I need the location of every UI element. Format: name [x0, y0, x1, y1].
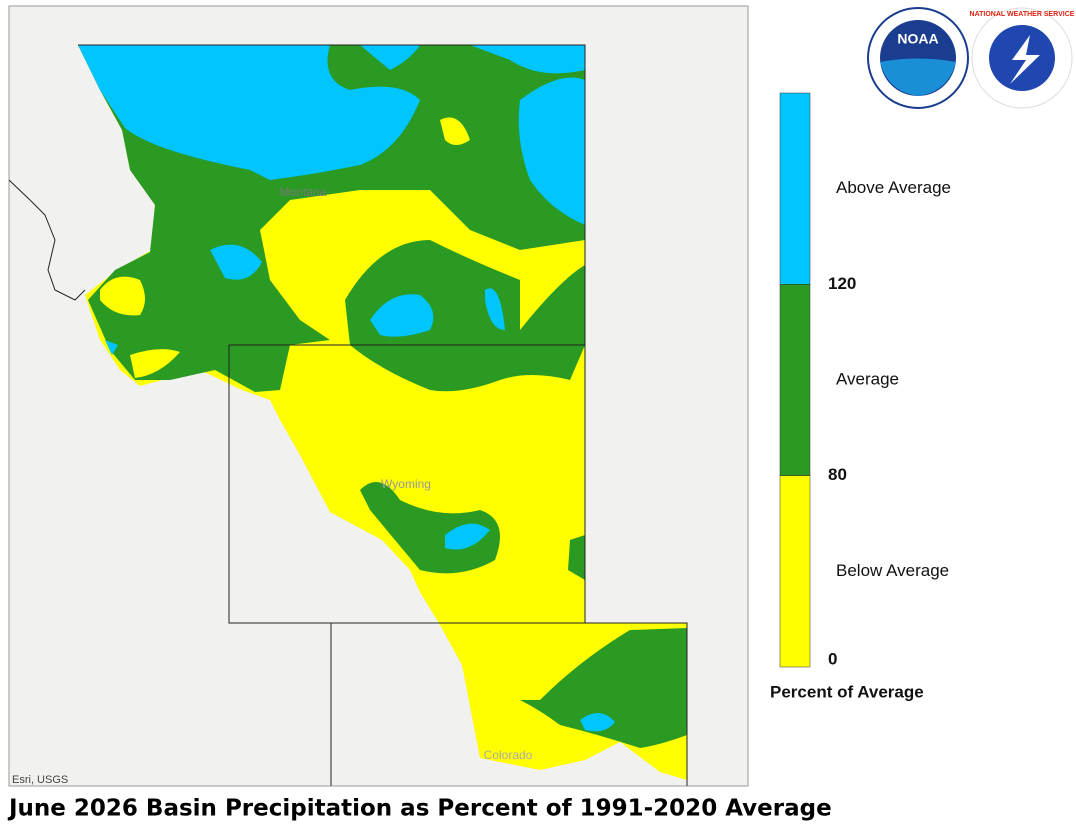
state-label: Colorado	[484, 748, 533, 762]
legend-label: Below Average	[836, 561, 949, 580]
above-average-area	[360, 45, 585, 225]
noaa-text: NOAA	[897, 31, 938, 47]
noaa-wave	[880, 58, 956, 96]
legend-label: Above Average	[836, 178, 951, 197]
nws-logo: NATIONAL WEATHER SERVICE	[970, 7, 1075, 109]
state-borders	[78, 44, 688, 786]
border-line	[8, 179, 86, 301]
average-area	[345, 240, 585, 392]
legend-break: 0	[828, 649, 837, 668]
legend-swatch	[779, 284, 811, 476]
state-label: Wyoming	[381, 477, 431, 491]
attribution: Esri, USGS	[12, 774, 68, 786]
state-label: Montana	[280, 185, 327, 199]
noaa-logo: NOAA	[867, 7, 969, 109]
legend-swatch	[779, 92, 811, 285]
legend-title: Percent of Average	[770, 682, 924, 701]
legend-swatch	[779, 475, 811, 668]
nws-bolt	[1010, 35, 1040, 84]
legend: Percent of Average Above Average Average B…	[770, 92, 951, 701]
page-title: June 2026 Basin Precipitation as Percent…	[7, 796, 832, 822]
legend-label: Average	[836, 369, 899, 388]
average-area	[360, 482, 500, 574]
nws-text: NATIONAL WEATHER SERVICE	[970, 11, 1075, 18]
legend-break: 80	[828, 465, 847, 484]
average-area	[520, 535, 687, 748]
above-average-area	[78, 45, 420, 180]
legend-break: 120	[828, 274, 856, 293]
map: Montana Wyoming Colorado Esri, USGS	[8, 44, 688, 786]
